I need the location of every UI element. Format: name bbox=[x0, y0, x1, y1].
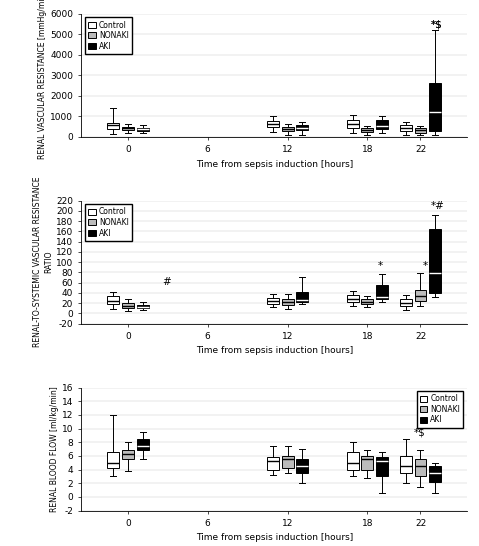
Text: *$: *$ bbox=[414, 428, 425, 437]
Y-axis label: RENAL-TO-SYSTEMIC VASCULAR RESISTANCE
RATIO: RENAL-TO-SYSTEMIC VASCULAR RESISTANCE RA… bbox=[33, 177, 53, 347]
Text: #: # bbox=[162, 277, 171, 287]
PathPatch shape bbox=[414, 128, 426, 133]
PathPatch shape bbox=[347, 453, 359, 470]
PathPatch shape bbox=[361, 300, 373, 304]
PathPatch shape bbox=[267, 121, 279, 127]
Y-axis label: RENAL VASCULAR RESISTANCE [mmHg/min]: RENAL VASCULAR RESISTANCE [mmHg/min] bbox=[38, 0, 47, 159]
Text: *: * bbox=[423, 262, 428, 271]
PathPatch shape bbox=[282, 127, 294, 130]
X-axis label: Time from sepsis induction [hours]: Time from sepsis induction [hours] bbox=[195, 533, 353, 542]
PathPatch shape bbox=[122, 303, 134, 308]
PathPatch shape bbox=[267, 298, 279, 304]
Text: *$: *$ bbox=[431, 20, 443, 30]
X-axis label: Time from sepsis induction [hours]: Time from sepsis induction [hours] bbox=[195, 159, 353, 169]
PathPatch shape bbox=[137, 128, 148, 130]
PathPatch shape bbox=[282, 456, 294, 468]
PathPatch shape bbox=[376, 120, 388, 129]
PathPatch shape bbox=[400, 125, 412, 131]
PathPatch shape bbox=[296, 292, 308, 302]
PathPatch shape bbox=[400, 299, 412, 306]
PathPatch shape bbox=[376, 457, 388, 476]
Legend: Control, NONAKI, AKI: Control, NONAKI, AKI bbox=[85, 17, 132, 54]
PathPatch shape bbox=[400, 456, 412, 473]
PathPatch shape bbox=[122, 127, 134, 130]
Text: *#: *# bbox=[431, 201, 445, 211]
Y-axis label: RENAL BLOOD FLOW [ml/kg/min]: RENAL BLOOD FLOW [ml/kg/min] bbox=[50, 386, 59, 512]
Text: *$: *$ bbox=[431, 20, 443, 30]
PathPatch shape bbox=[107, 296, 119, 304]
PathPatch shape bbox=[122, 450, 134, 459]
PathPatch shape bbox=[429, 466, 441, 482]
Legend: Control, NONAKI, AKI: Control, NONAKI, AKI bbox=[85, 204, 132, 241]
PathPatch shape bbox=[347, 295, 359, 302]
PathPatch shape bbox=[282, 299, 294, 305]
X-axis label: Time from sepsis induction [hours]: Time from sepsis induction [hours] bbox=[195, 347, 353, 355]
PathPatch shape bbox=[137, 305, 148, 308]
PathPatch shape bbox=[296, 125, 308, 130]
PathPatch shape bbox=[429, 84, 441, 131]
PathPatch shape bbox=[267, 457, 279, 470]
Text: *: * bbox=[378, 262, 383, 271]
PathPatch shape bbox=[361, 456, 373, 470]
PathPatch shape bbox=[347, 120, 359, 128]
PathPatch shape bbox=[414, 290, 426, 300]
PathPatch shape bbox=[296, 459, 308, 473]
PathPatch shape bbox=[376, 285, 388, 299]
PathPatch shape bbox=[137, 439, 148, 450]
PathPatch shape bbox=[361, 128, 373, 132]
PathPatch shape bbox=[107, 453, 119, 468]
PathPatch shape bbox=[429, 229, 441, 293]
Legend: Control, NONAKI, AKI: Control, NONAKI, AKI bbox=[417, 391, 463, 428]
PathPatch shape bbox=[414, 459, 426, 476]
PathPatch shape bbox=[107, 123, 119, 129]
